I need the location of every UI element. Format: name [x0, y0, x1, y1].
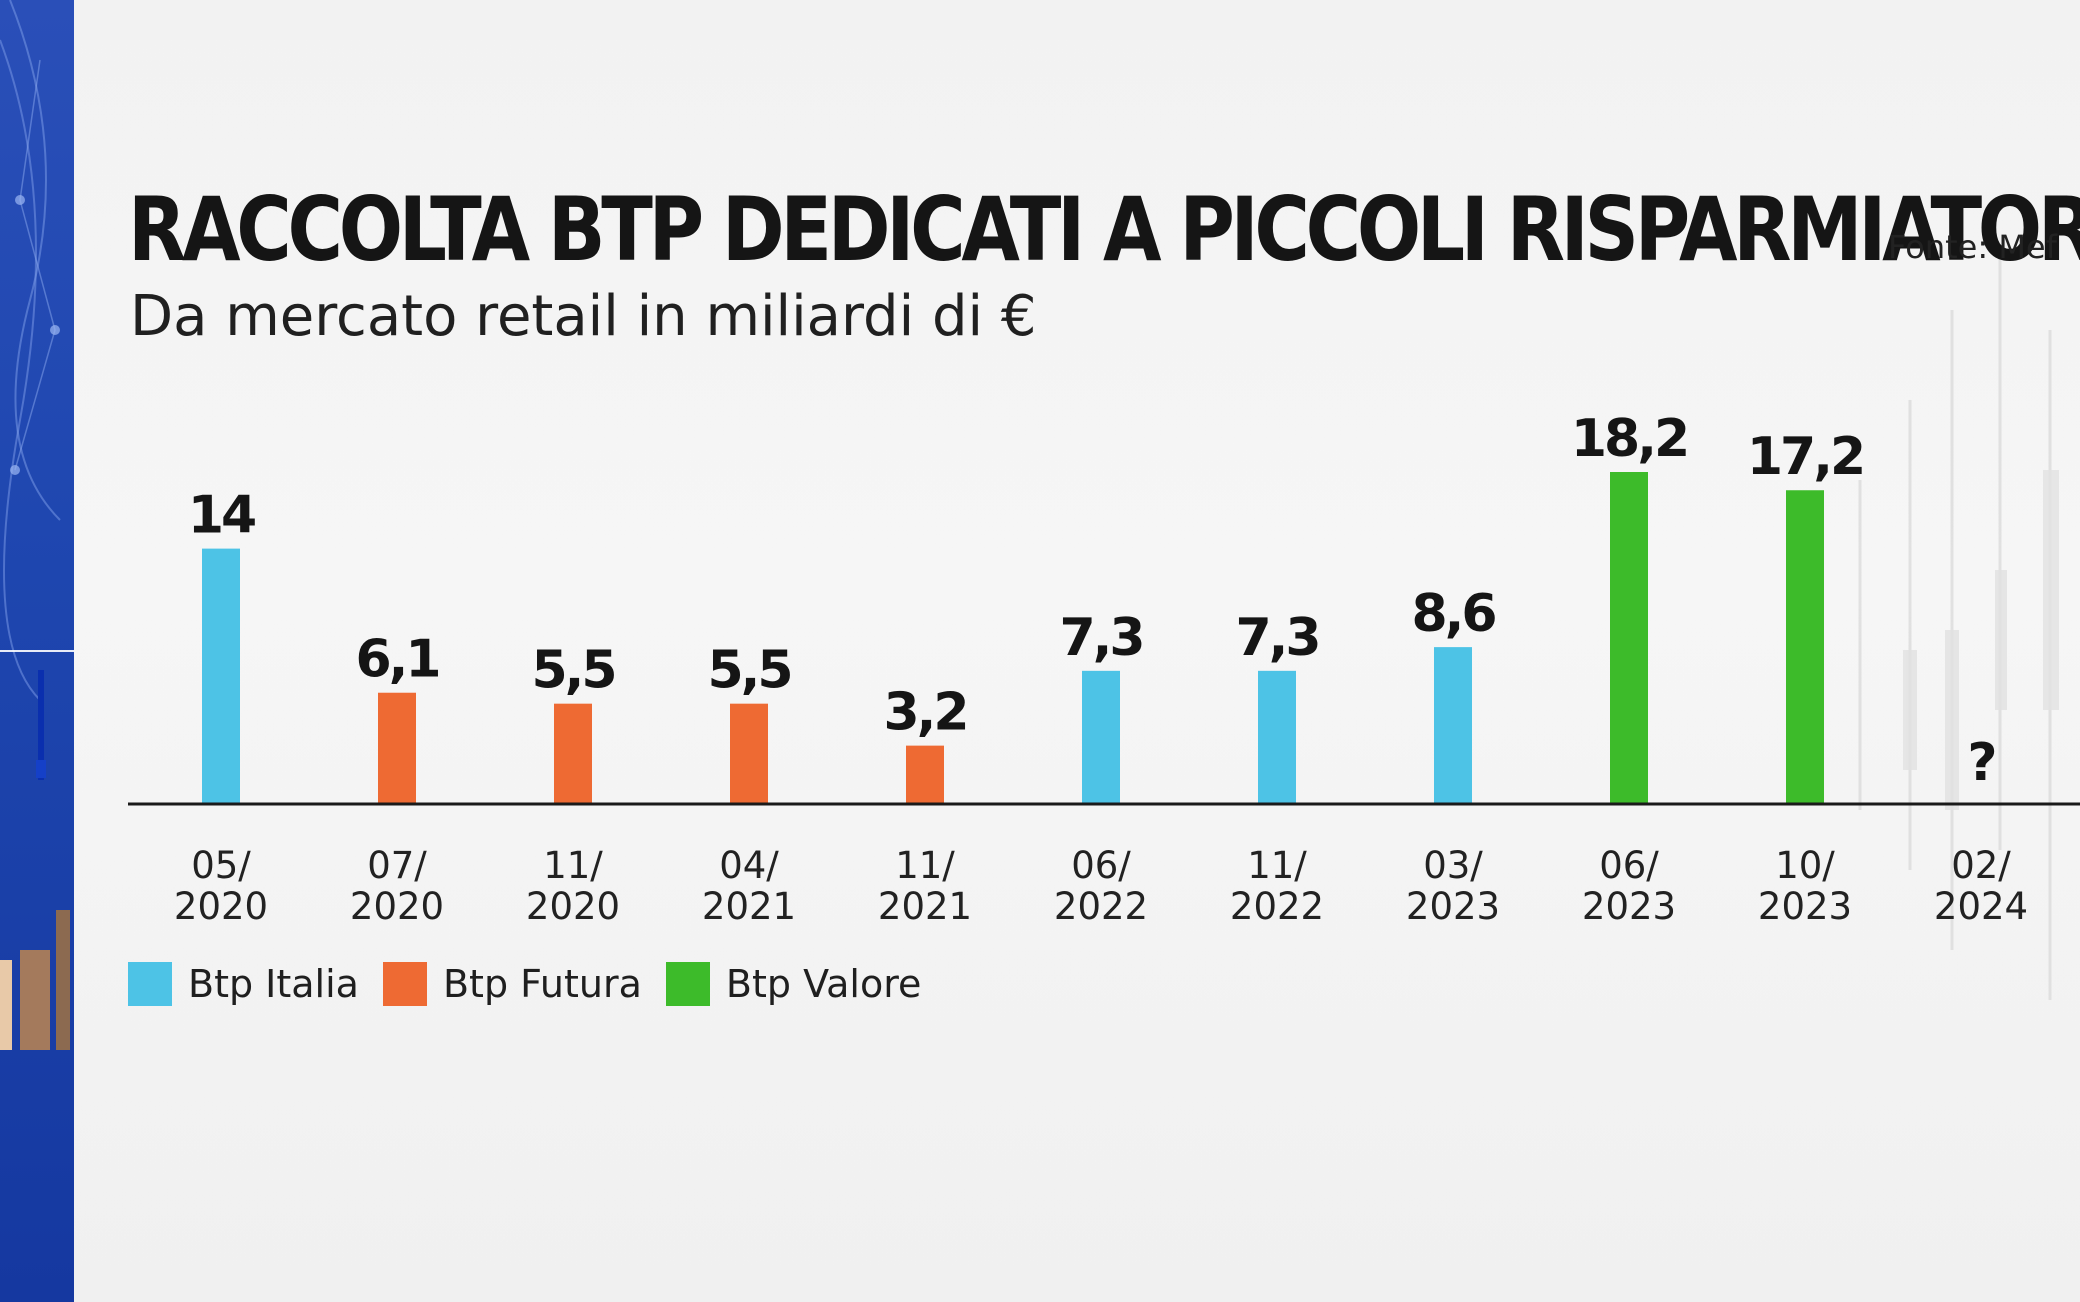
x-tick-labels: 05/202007/202011/202004/202111/202106/20…: [174, 844, 2028, 928]
bar-06-2022: [1082, 670, 1120, 804]
legend-swatch-btp-futura: [382, 962, 427, 1006]
value-label-05-2020: 14: [188, 486, 255, 546]
labels-layer: 14 6,1 5,5 5,5 3,2 7,3 7,3 8,6 18,2 17,2?: [188, 409, 1998, 793]
source-note: Fonte: Mef: [1888, 228, 2057, 266]
bar-07-2020: [378, 692, 416, 804]
value-label-06-2022: 7,3: [1059, 608, 1142, 668]
x-tick-line: 2021: [702, 885, 796, 928]
x-tick-line: 04/: [719, 844, 779, 887]
bar-10-2023: [1786, 490, 1824, 804]
x-tick-line: 11/: [1247, 844, 1307, 887]
background-candlestick-decoration: [1808, 250, 2059, 1000]
value-label-11-2021: 3,2: [883, 683, 966, 743]
x-tick-line: 11/: [895, 844, 955, 887]
x-tick-05-2020: 05/2020: [174, 844, 268, 928]
legend-swatch-btp-valore: [665, 962, 710, 1006]
x-tick-02-2024: 02/2024: [1934, 844, 2028, 928]
legend-label-btp-valore: Btp Valore: [725, 962, 922, 1006]
value-label-06-2023: 18,2: [1571, 409, 1687, 469]
x-tick-line: 2020: [174, 885, 268, 928]
x-tick-line: 06/: [1071, 844, 1131, 887]
value-label-11-2022: 7,3: [1235, 608, 1318, 668]
x-tick-line: 2020: [350, 885, 444, 928]
bar-11-2020: [554, 703, 592, 804]
value-label-03-2023: 8,6: [1411, 584, 1495, 644]
x-tick-11-2022: 11/2022: [1230, 844, 1324, 928]
x-tick-line: 2021: [878, 885, 972, 928]
bar-11-2022: [1258, 670, 1296, 804]
legend-label-btp-futura: Btp Futura: [442, 962, 642, 1006]
x-tick-10-2023: 10/2023: [1758, 844, 1852, 928]
x-tick-11-2021: 11/2021: [878, 844, 972, 928]
value-label-10-2023: 17,2: [1747, 427, 1863, 487]
bar-06-2023: [1610, 472, 1648, 804]
chart-subtitle: Da mercato retail in miliardi di €: [130, 284, 1037, 349]
legend-item-btp-valore: Btp Valore: [665, 962, 922, 1006]
x-tick-line: 10/: [1775, 844, 1835, 887]
legend-label-btp-italia: Btp Italia: [188, 962, 359, 1006]
chart-title: RACCOLTA BTP DEDICATI A PICCOLI RISPARMI…: [128, 178, 2080, 281]
x-tick-line: 2023: [1758, 885, 1852, 928]
legend-swatch-btp-italia: [128, 962, 172, 1006]
x-tick-line: 02/: [1951, 844, 2011, 887]
x-tick-04-2021: 04/2021: [702, 844, 796, 928]
legend-item-btp-futura: Btp Futura: [382, 962, 642, 1006]
x-tick-line: 07/: [367, 844, 427, 887]
left-decorative-strip: [0, 0, 74, 1302]
legend: Btp Italia Btp Futura Btp Valore: [128, 962, 945, 1006]
bar-04-2021: [730, 703, 768, 804]
bars-layer: [202, 472, 1824, 804]
x-tick-line: 11/: [543, 844, 603, 887]
x-tick-line: 2024: [1934, 885, 2028, 928]
x-tick-line: 03/: [1423, 844, 1483, 887]
x-tick-03-2023: 03/2023: [1406, 844, 1500, 928]
bar-03-2023: [1434, 647, 1472, 804]
x-tick-line: 2022: [1230, 885, 1324, 928]
x-tick-06-2022: 06/2022: [1054, 844, 1148, 928]
bar-05-2020: [202, 548, 240, 804]
value-label-04-2021: 5,5: [707, 641, 790, 701]
x-tick-07-2020: 07/2020: [350, 844, 444, 928]
x-tick-11-2020: 11/2020: [526, 844, 620, 928]
x-tick-line: 2023: [1582, 885, 1676, 928]
x-tick-line: 2022: [1054, 885, 1148, 928]
value-label-07-2020: 6,1: [355, 630, 438, 690]
value-label-02-2024: ?: [1967, 733, 1994, 793]
x-tick-line: 2020: [526, 885, 620, 928]
value-label-11-2020: 5,5: [531, 641, 614, 701]
x-tick-line: 05/: [191, 844, 251, 887]
bar-11-2021: [906, 745, 944, 804]
network-pattern-icon: [0, 0, 74, 1050]
x-tick-line: 06/: [1599, 844, 1659, 887]
x-tick-06-2023: 06/2023: [1582, 844, 1676, 928]
legend-item-btp-italia: Btp Italia: [128, 962, 359, 1006]
x-tick-line: 2023: [1406, 885, 1500, 928]
